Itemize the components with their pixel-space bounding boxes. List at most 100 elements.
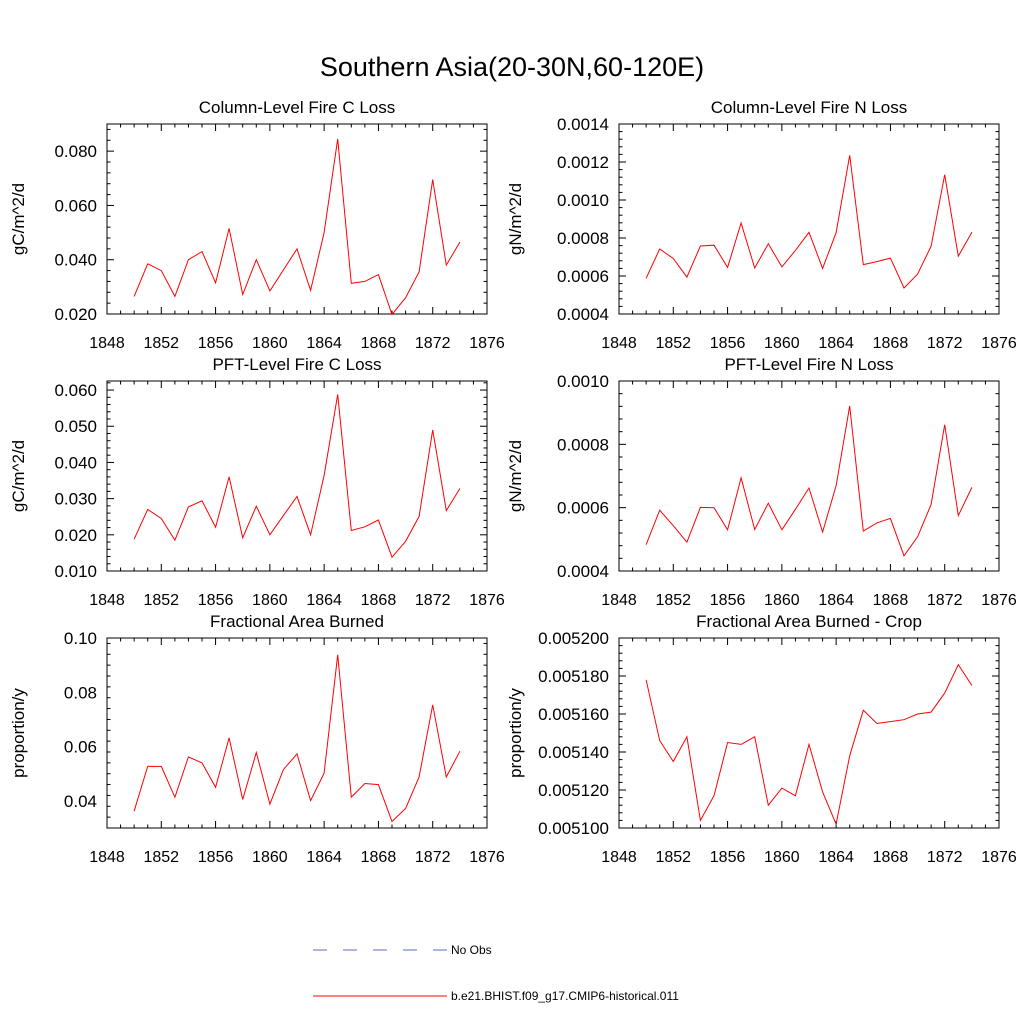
y-tick-label: 0.005140 (538, 743, 609, 762)
chart-panel-4: 1848 1852 1856 1860 1864 1868 1872 1876 0.0004 0.… (506, 355, 1017, 609)
y-axis-label: proportion/y (9, 688, 28, 778)
y-tick-label: 0.0010 (557, 372, 609, 391)
y-tick-label: 0.0004 (557, 562, 609, 581)
panel-title: PFT-Level Fire N Loss (724, 355, 893, 374)
x-tick-label: 1872 (415, 592, 451, 609)
x-tick-label: 1876 (469, 592, 505, 609)
x-tick-label: 1848 (601, 592, 637, 609)
x-tick-label: 1848 (601, 849, 637, 866)
x-tick-label: 1864 (818, 335, 854, 352)
x-tick-label: 1860 (764, 849, 800, 866)
x-tick-label: 1864 (306, 592, 342, 609)
x-tick-label: 1856 (710, 335, 746, 352)
x-tick-label: 1852 (143, 335, 179, 352)
y-tick-label: 0.0006 (557, 267, 609, 286)
figure-title: Southern Asia(20-30N,60-120E) (320, 52, 704, 82)
y-tick-label: 0.010 (54, 562, 97, 581)
plot-frame (618, 637, 1000, 829)
chart-panel-3: 1848 1852 1856 1860 1864 1868 1872 1876 0.010 0.0… (9, 355, 505, 609)
y-tick-label: 0.020 (54, 305, 97, 324)
y-tick-label: 0.06 (64, 738, 97, 757)
x-tick-label: 1852 (655, 592, 691, 609)
y-tick-label: 0.030 (54, 490, 97, 509)
plot-frame (618, 380, 1000, 572)
x-tick-label: 1856 (198, 335, 234, 352)
y-tick-label: 0.10 (64, 629, 97, 648)
y-axis-label: gC/m^2/d (9, 440, 28, 512)
panel-title: Column-Level Fire C Loss (199, 98, 396, 117)
x-tick-label: 1864 (306, 849, 342, 866)
series-line (133, 394, 461, 559)
legend: No Obs b.e21.BHIST.f09_g17.CMIP6-histori… (313, 943, 679, 1003)
x-tick-label: 1852 (655, 849, 691, 866)
y-tick-label: 0.005120 (538, 781, 609, 800)
x-tick-label: 1872 (927, 335, 963, 352)
y-tick-label: 0.005200 (538, 629, 609, 648)
y-axis-label: gN/m^2/d (506, 183, 525, 255)
x-tick-label: 1860 (764, 335, 800, 352)
y-tick-label: 0.0010 (557, 191, 609, 210)
x-tick-label: 1864 (818, 849, 854, 866)
y-tick-label: 0.005100 (538, 819, 609, 838)
y-tick-label: 0.060 (54, 381, 97, 400)
series-line (645, 663, 973, 826)
x-tick-label: 1856 (198, 592, 234, 609)
x-tick-label: 1868 (361, 849, 397, 866)
x-tick-label: 1868 (873, 592, 909, 609)
y-axis-label: gC/m^2/d (9, 183, 28, 255)
chart-panel-6: 1848 1852 1856 1860 1864 1868 1872 1876 0.005100… (506, 612, 1017, 866)
x-tick-label: 1864 (818, 592, 854, 609)
x-tick-label: 1868 (361, 335, 397, 352)
chart-panel-5: 1848 1852 1856 1860 1864 1868 1872 1876 0.04 0.06… (9, 612, 505, 866)
plot-frame (618, 123, 1000, 315)
series-line (645, 155, 973, 289)
y-tick-label: 0.0012 (557, 153, 609, 172)
x-tick-label: 1872 (927, 592, 963, 609)
y-tick-label: 0.0014 (557, 115, 609, 134)
y-tick-label: 0.0008 (557, 229, 609, 248)
series-line (133, 654, 461, 823)
x-tick-label: 1852 (655, 335, 691, 352)
y-tick-label: 0.0008 (557, 435, 609, 454)
x-tick-label: 1860 (764, 592, 800, 609)
panel-title: Fractional Area Burned (210, 612, 384, 631)
plot-frame (106, 380, 488, 572)
panels: 1848 1852 1856 1860 1864 1868 1872 1876 0.020 0.0… (9, 98, 1017, 866)
x-tick-label: 1872 (415, 849, 451, 866)
x-tick-label: 1872 (415, 335, 451, 352)
y-tick-label: 0.08 (64, 683, 97, 702)
x-tick-label: 1856 (198, 849, 234, 866)
x-tick-label: 1876 (981, 335, 1017, 352)
x-tick-label: 1860 (252, 335, 288, 352)
y-tick-label: 0.005180 (538, 667, 609, 686)
y-tick-label: 0.04 (64, 792, 97, 811)
legend-label-model: b.e21.BHIST.f09_g17.CMIP6-historical.011 (451, 989, 679, 1003)
series-line (645, 405, 973, 557)
x-tick-label: 1856 (710, 592, 746, 609)
y-tick-label: 0.040 (54, 453, 97, 472)
chart-panel-1: 1848 1852 1856 1860 1864 1868 1872 1876 0.020 0.0… (9, 98, 505, 352)
y-tick-label: 0.0006 (557, 499, 609, 518)
legend-label-no-obs: No Obs (451, 943, 492, 957)
x-tick-label: 1852 (143, 849, 179, 866)
panel-title: Fractional Area Burned - Crop (696, 612, 922, 631)
x-tick-label: 1876 (469, 335, 505, 352)
x-tick-label: 1852 (143, 592, 179, 609)
y-tick-label: 0.050 (54, 417, 97, 436)
x-tick-label: 1848 (601, 335, 637, 352)
panel-title: PFT-Level Fire C Loss (212, 355, 381, 374)
x-tick-label: 1876 (469, 849, 505, 866)
plot-frame (106, 123, 488, 315)
x-tick-label: 1868 (873, 335, 909, 352)
y-axis-label: gN/m^2/d (506, 440, 525, 512)
y-tick-label: 0.0004 (557, 305, 609, 324)
panel-title: Column-Level Fire N Loss (711, 98, 908, 117)
y-tick-label: 0.005160 (538, 705, 609, 724)
x-tick-label: 1868 (873, 849, 909, 866)
y-tick-label: 0.060 (54, 196, 97, 215)
x-tick-label: 1876 (981, 849, 1017, 866)
x-tick-label: 1848 (89, 849, 125, 866)
y-tick-label: 0.080 (54, 142, 97, 161)
y-tick-label: 0.040 (54, 251, 97, 270)
